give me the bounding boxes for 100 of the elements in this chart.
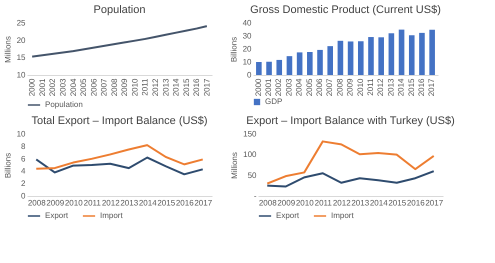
x-tick-label: 2010	[356, 78, 365, 96]
y-tick-label: 50	[248, 170, 258, 180]
x-tick-label: 2015	[388, 198, 407, 208]
y-axis-title: Millions	[4, 36, 13, 63]
x-tick-label: 2015	[157, 198, 176, 208]
x-tick-label: 2009	[46, 198, 65, 208]
x-tick-label: 2011	[84, 198, 102, 208]
y-tick-label: 4	[21, 166, 26, 176]
x-tick-label: 2017	[425, 198, 444, 208]
bar	[358, 41, 364, 75]
x-tick-label: 2008	[335, 78, 344, 96]
x-tick-label: 2010	[64, 198, 84, 208]
bar	[398, 30, 404, 75]
bar	[286, 56, 292, 75]
bar	[378, 37, 384, 75]
x-tick-label: 2009	[277, 198, 296, 208]
x-tick-label: 2004	[68, 78, 78, 96]
line-series	[35, 156, 204, 176]
bar	[368, 37, 374, 75]
y-tick-label: 20	[242, 44, 252, 54]
y-tick-label: 30	[242, 32, 252, 40]
x-tick-label: 2011	[366, 78, 375, 96]
chart-title: Export – Import Balance with Turkey (US$)	[246, 115, 455, 127]
legend-label: Export	[276, 211, 300, 220]
x-tick-label: 2001	[38, 78, 47, 96]
x-tick-label: 2008	[110, 78, 119, 96]
y-tick-label: 6	[21, 154, 26, 164]
chart-title: Gross Domestic Product (Current US$)	[250, 4, 441, 16]
line-series	[35, 144, 204, 170]
x-tick-label: 2010	[130, 78, 140, 96]
x-tick-label: 2016	[192, 78, 202, 96]
x-tick-label: 2017	[427, 78, 436, 96]
x-tick-label: 2000	[254, 78, 263, 96]
x-tick-label: 2017	[194, 198, 213, 208]
y-tick-label: 25	[16, 18, 26, 28]
x-tick-label: 2016	[176, 198, 194, 208]
y-tick-label: 15	[16, 53, 26, 62]
x-tick-label: 2009	[120, 78, 130, 96]
y-tick-label: 8	[21, 142, 26, 151]
x-tick-label: 2005	[304, 78, 314, 96]
bar	[429, 30, 435, 75]
x-tick-label: 2015	[406, 78, 416, 96]
legend-label: Population	[45, 100, 83, 109]
x-tick-label: 2005	[79, 78, 88, 96]
y-tick-label: 10	[242, 58, 252, 66]
bar	[419, 32, 425, 75]
x-tick-label: 2012	[102, 198, 120, 208]
y-tick-label: 2	[21, 179, 26, 188]
bar	[388, 33, 394, 75]
x-tick-label: 2016	[416, 78, 426, 96]
x-tick-label: 2011	[140, 78, 150, 96]
y-tick-label: 10	[16, 130, 26, 138]
y-tick-label: 40	[242, 18, 252, 28]
x-tick-label: 2016	[406, 198, 426, 208]
x-tick-label: 2013	[161, 78, 170, 96]
bar	[408, 35, 415, 75]
line-series	[266, 170, 435, 188]
bar	[276, 60, 282, 75]
x-tick-label: 2002	[48, 78, 58, 96]
x-tick-label: 2012	[332, 198, 352, 208]
bar	[256, 62, 262, 75]
x-tick-label: 2013	[386, 78, 396, 96]
y-axis-title: Millions	[230, 152, 240, 179]
x-tick-label: 2008	[258, 198, 278, 208]
y-axis-title: Billions	[4, 152, 13, 178]
x-tick-label: 2012	[150, 78, 160, 96]
line-series	[266, 140, 435, 185]
y-tick-label: -	[254, 192, 257, 200]
x-tick-label: 2002	[274, 78, 284, 96]
y-tick-label: 100	[243, 150, 258, 160]
x-tick-label: 2013	[120, 198, 139, 208]
x-tick-label: 2004	[294, 78, 304, 96]
y-tick-label: 150	[243, 130, 258, 138]
y-tick-label: 20	[16, 36, 26, 45]
x-tick-label: 2007	[325, 78, 334, 96]
x-tick-label: 2009	[346, 78, 355, 96]
bar	[307, 52, 313, 75]
x-tick-label: 2014	[172, 78, 181, 96]
legend-label: GDP	[265, 97, 282, 106]
bar	[266, 62, 272, 75]
x-tick-label: 2001	[264, 78, 274, 96]
x-tick-label: 2014	[396, 78, 406, 96]
x-tick-label: 2010	[296, 198, 314, 208]
x-tick-label: 2014	[370, 198, 388, 208]
x-tick-label: 2000	[28, 78, 37, 96]
legend-label: Import	[100, 211, 124, 220]
x-tick-label: 2012	[376, 78, 386, 96]
x-tick-label: 2013	[351, 198, 370, 208]
x-tick-label: 2006	[315, 78, 324, 96]
x-tick-label: 2017	[202, 78, 212, 96]
line-series	[31, 25, 208, 58]
legend-label: Export	[45, 211, 69, 220]
legend-label: Import	[331, 211, 354, 220]
x-tick-label: 2003	[284, 78, 294, 96]
y-axis-title: Billions	[230, 36, 239, 62]
bar	[338, 40, 344, 75]
x-tick-label: 2014	[138, 198, 158, 208]
y-tick-label: 0	[247, 70, 252, 80]
x-tick-label: 2006	[89, 78, 98, 96]
bar	[296, 52, 302, 75]
